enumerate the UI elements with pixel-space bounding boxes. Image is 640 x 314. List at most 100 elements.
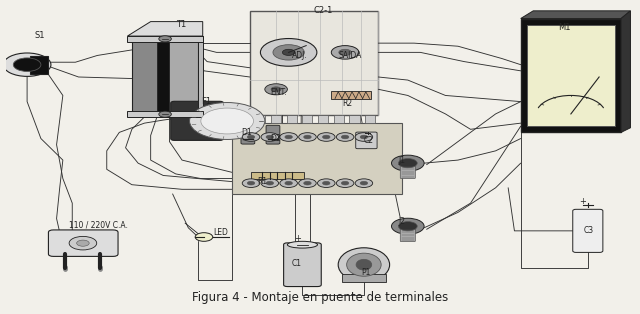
Circle shape [392, 155, 424, 171]
Circle shape [355, 133, 372, 141]
Text: SAIDA: SAIDA [339, 51, 362, 60]
FancyBboxPatch shape [30, 56, 48, 74]
Circle shape [339, 49, 351, 56]
FancyBboxPatch shape [168, 40, 198, 114]
Circle shape [260, 39, 317, 66]
FancyBboxPatch shape [284, 243, 321, 287]
FancyBboxPatch shape [400, 228, 415, 241]
Circle shape [332, 46, 359, 59]
Circle shape [360, 181, 367, 185]
FancyBboxPatch shape [400, 165, 415, 179]
Text: J2: J2 [398, 217, 405, 226]
FancyBboxPatch shape [303, 116, 312, 123]
Circle shape [201, 108, 253, 134]
Circle shape [247, 181, 255, 185]
FancyBboxPatch shape [132, 40, 162, 114]
Text: ADJ.: ADJ. [292, 51, 308, 60]
Circle shape [69, 236, 97, 250]
Circle shape [299, 133, 316, 141]
FancyBboxPatch shape [266, 125, 280, 144]
Circle shape [242, 179, 260, 187]
Circle shape [3, 53, 51, 76]
Circle shape [323, 135, 330, 139]
Circle shape [398, 159, 417, 168]
Circle shape [195, 233, 212, 241]
Circle shape [341, 181, 349, 185]
Text: +: + [579, 197, 586, 206]
Text: S1: S1 [35, 31, 45, 40]
Polygon shape [127, 22, 203, 36]
Circle shape [317, 179, 335, 187]
FancyBboxPatch shape [171, 101, 223, 140]
Polygon shape [521, 19, 621, 133]
Circle shape [247, 135, 255, 139]
Ellipse shape [356, 259, 372, 270]
Circle shape [266, 181, 273, 185]
FancyBboxPatch shape [349, 116, 360, 123]
Text: ENT.: ENT. [270, 88, 287, 97]
Text: +: + [294, 234, 301, 243]
Circle shape [271, 87, 281, 92]
Circle shape [299, 179, 316, 187]
FancyBboxPatch shape [250, 11, 378, 116]
Circle shape [189, 103, 265, 139]
Text: P1: P1 [361, 268, 370, 277]
Circle shape [13, 58, 41, 72]
Text: C2: C2 [364, 136, 374, 144]
Circle shape [159, 111, 172, 117]
Circle shape [398, 222, 417, 231]
FancyBboxPatch shape [251, 172, 304, 179]
Circle shape [273, 45, 305, 60]
Text: C3: C3 [584, 226, 593, 236]
Ellipse shape [338, 248, 390, 282]
FancyBboxPatch shape [332, 91, 371, 99]
Text: F1: F1 [201, 97, 211, 106]
Text: J1: J1 [398, 155, 405, 165]
FancyBboxPatch shape [342, 274, 386, 282]
Circle shape [304, 135, 311, 139]
FancyBboxPatch shape [127, 36, 203, 42]
Polygon shape [521, 11, 630, 19]
Text: M1: M1 [558, 23, 571, 32]
Circle shape [265, 84, 287, 95]
Circle shape [360, 135, 367, 139]
Text: C2-1: C2-1 [314, 6, 333, 15]
Text: LED: LED [213, 228, 228, 237]
FancyBboxPatch shape [241, 125, 255, 144]
Circle shape [266, 135, 273, 139]
Circle shape [280, 133, 298, 141]
Text: R1: R1 [257, 177, 268, 186]
FancyBboxPatch shape [157, 40, 170, 114]
Circle shape [159, 36, 172, 42]
FancyBboxPatch shape [287, 116, 297, 123]
Circle shape [261, 179, 278, 187]
FancyBboxPatch shape [356, 132, 377, 149]
FancyBboxPatch shape [49, 230, 118, 257]
Ellipse shape [287, 241, 317, 248]
Text: T1: T1 [176, 20, 186, 29]
Circle shape [285, 135, 292, 139]
Circle shape [242, 133, 260, 141]
Circle shape [355, 179, 372, 187]
Text: C1: C1 [292, 259, 302, 268]
FancyBboxPatch shape [232, 123, 401, 194]
Circle shape [304, 181, 311, 185]
Ellipse shape [347, 253, 381, 276]
Polygon shape [527, 25, 615, 126]
Circle shape [77, 240, 89, 246]
Text: D2: D2 [270, 134, 280, 143]
Circle shape [285, 181, 292, 185]
Circle shape [280, 179, 298, 187]
Polygon shape [198, 36, 203, 111]
Text: Figura 4 - Montaje en puente de terminales: Figura 4 - Montaje en puente de terminal… [192, 291, 448, 304]
FancyBboxPatch shape [271, 116, 281, 123]
Text: R2: R2 [342, 99, 352, 108]
Circle shape [323, 181, 330, 185]
Circle shape [261, 133, 278, 141]
Circle shape [282, 49, 295, 56]
Circle shape [341, 135, 349, 139]
FancyBboxPatch shape [127, 111, 203, 117]
Polygon shape [621, 11, 630, 133]
Text: 110 / 220V C.A.: 110 / 220V C.A. [69, 220, 128, 229]
Circle shape [317, 133, 335, 141]
